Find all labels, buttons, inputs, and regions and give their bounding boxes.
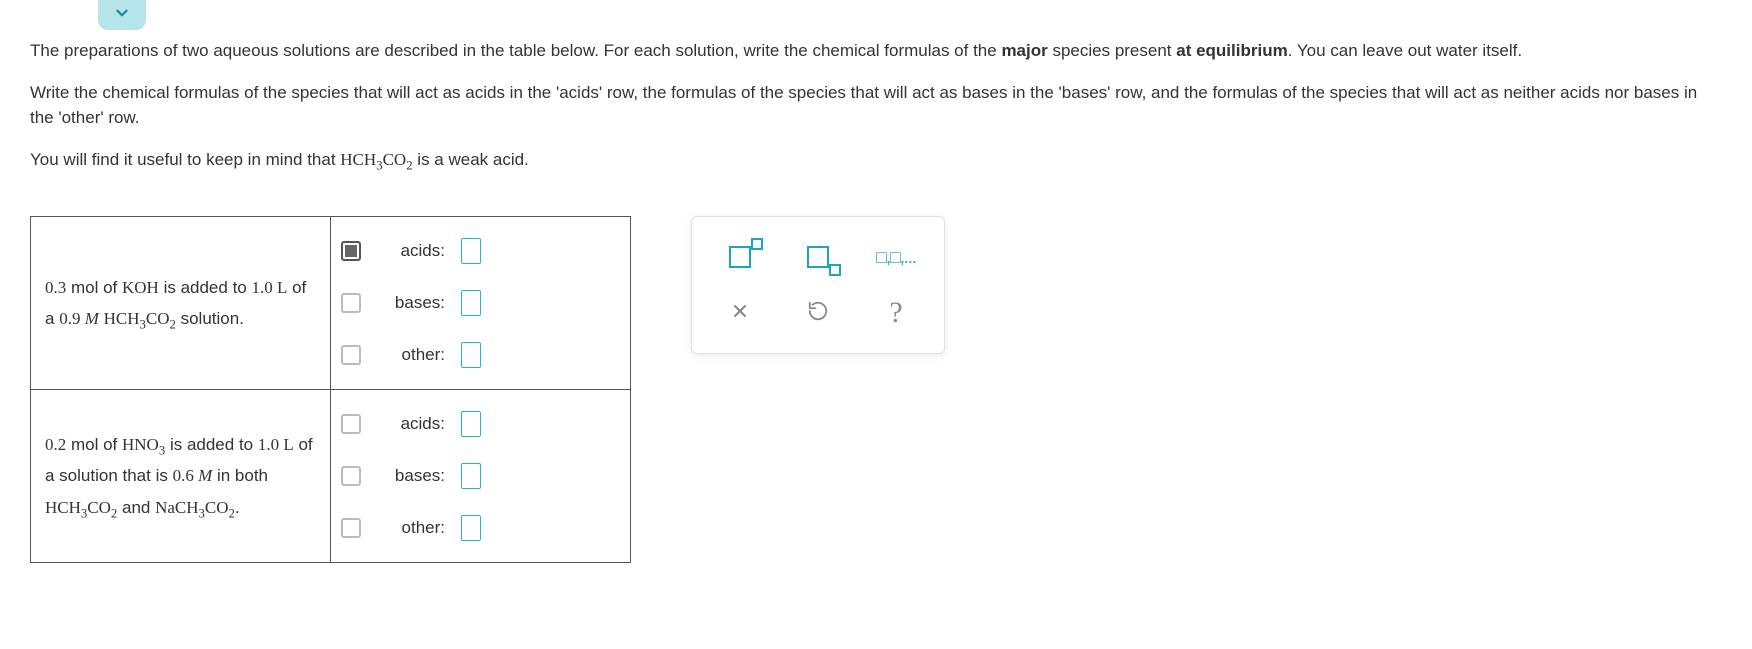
- text: Write the chemical formulas of the speci…: [30, 83, 1697, 128]
- row-checkbox[interactable]: [341, 345, 361, 365]
- toolbox-row-formats: □,□,...: [700, 229, 936, 285]
- answer-input[interactable]: [461, 515, 481, 541]
- list-button[interactable]: □,□,...: [872, 237, 920, 277]
- text-bold: major: [1001, 41, 1047, 60]
- table-row: 0.3 mol of KOH is added to 1.0 L of a 0.…: [31, 217, 631, 390]
- input-row-acids: acids:: [331, 225, 630, 277]
- help-button[interactable]: ?: [872, 293, 920, 333]
- clear-button[interactable]: [716, 293, 764, 333]
- reset-button[interactable]: [794, 293, 842, 333]
- subscript-button[interactable]: [794, 237, 842, 277]
- help-icon: ?: [889, 296, 902, 330]
- solution-inputs: acids: bases: other:: [331, 217, 631, 390]
- input-row-acids: acids:: [331, 398, 630, 450]
- row-label: other:: [383, 518, 445, 538]
- paragraph-3: You will find it useful to keep in mind …: [30, 147, 1722, 173]
- row-checkbox[interactable]: [341, 466, 361, 486]
- row-label: acids:: [383, 414, 445, 434]
- answer-input[interactable]: [461, 463, 481, 489]
- answer-input[interactable]: [461, 238, 481, 264]
- collapse-toggle[interactable]: [98, 0, 146, 30]
- row-checkbox[interactable]: [341, 293, 361, 313]
- input-row-bases: bases:: [331, 450, 630, 502]
- solution-inputs: acids: bases: other:: [331, 390, 631, 563]
- chevron-down-icon: [113, 4, 131, 27]
- paragraph-2: Write the chemical formulas of the speci…: [30, 80, 1722, 131]
- row-checkbox[interactable]: [341, 414, 361, 434]
- row-label: acids:: [383, 241, 445, 261]
- row-label: bases:: [383, 293, 445, 313]
- answer-input[interactable]: [461, 342, 481, 368]
- text: You will find it useful to keep in mind …: [30, 150, 340, 169]
- text: . You can leave out water itself.: [1288, 41, 1522, 60]
- text: species present: [1048, 41, 1177, 60]
- answer-input[interactable]: [461, 411, 481, 437]
- toolbox-row-actions: ?: [700, 285, 936, 341]
- table-row: 0.2 mol of HNO3 is added to 1.0 L of a s…: [31, 390, 631, 563]
- close-icon: [730, 301, 750, 326]
- question-content: The preparations of two aqueous solution…: [0, 0, 1752, 563]
- row-checkbox[interactable]: [341, 241, 361, 261]
- paragraph-1: The preparations of two aqueous solution…: [30, 38, 1722, 64]
- text: The preparations of two aqueous solution…: [30, 41, 1001, 60]
- undo-icon: [807, 300, 829, 327]
- input-row-other: other:: [331, 329, 630, 381]
- text-bold: at equilibrium: [1176, 41, 1287, 60]
- text: is a weak acid.: [413, 150, 529, 169]
- solution-description: 0.3 mol of KOH is added to 1.0 L of a 0.…: [31, 217, 331, 390]
- solutions-table: 0.3 mol of KOH is added to 1.0 L of a 0.…: [30, 216, 631, 563]
- row-label: other:: [383, 345, 445, 365]
- answer-input[interactable]: [461, 290, 481, 316]
- row-label: bases:: [383, 466, 445, 486]
- input-row-bases: bases:: [331, 277, 630, 329]
- superscript-icon: [729, 246, 751, 268]
- list-icon: □,□,...: [876, 247, 916, 268]
- row-checkbox[interactable]: [341, 518, 361, 538]
- superscript-button[interactable]: [716, 237, 764, 277]
- input-row-other: other:: [331, 502, 630, 554]
- formula-toolbox: □,□,... ?: [691, 216, 945, 354]
- formula: HCH3CO2: [340, 150, 412, 169]
- subscript-icon: [807, 246, 829, 268]
- solution-description: 0.2 mol of HNO3 is added to 1.0 L of a s…: [31, 390, 331, 563]
